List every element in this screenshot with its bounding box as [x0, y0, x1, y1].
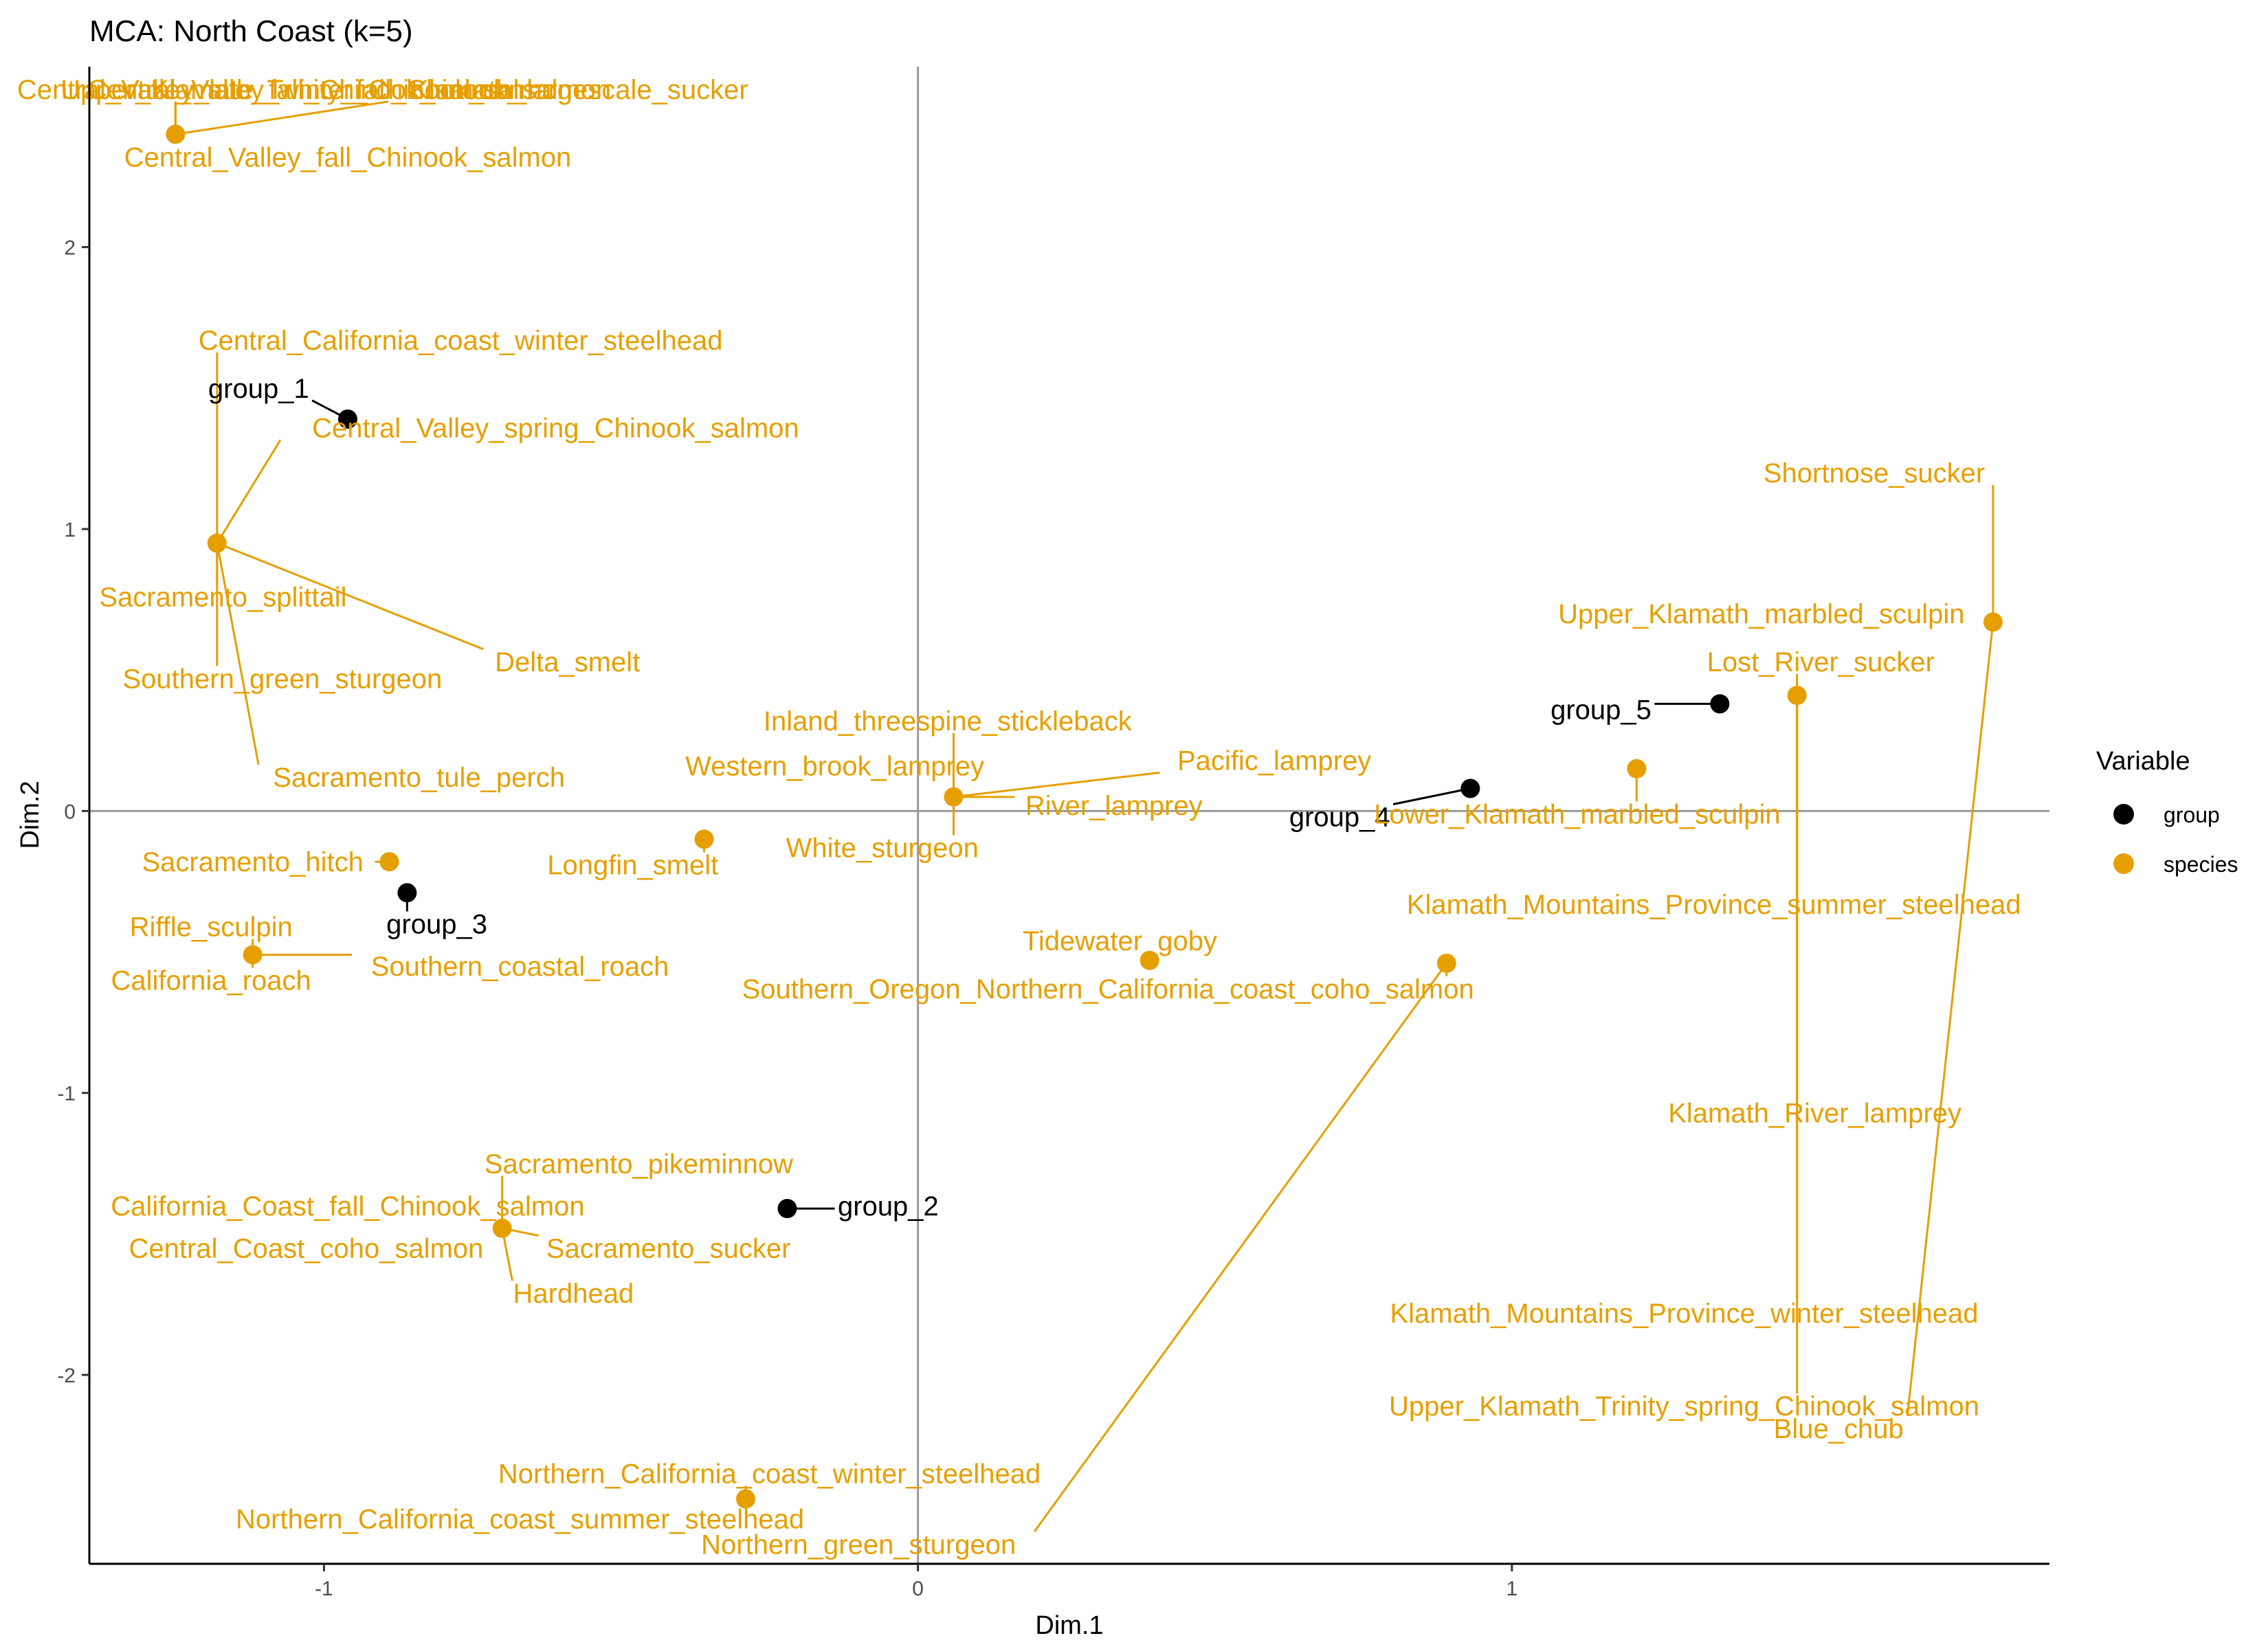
x-tick-label: -1 [315, 1578, 333, 1600]
species-point-label: Western_brook_lamprey [685, 752, 984, 782]
species-point-label: Central_Valley_fall_Chinook_salmon [124, 142, 572, 172]
species-point-label: Central_Valley_late_fall_Chinook_salmon [17, 75, 524, 105]
species-point [243, 945, 263, 965]
legend-label-group: group [2164, 803, 2220, 827]
chart-title: MCA: North Coast (k=5) [89, 14, 413, 48]
species-point-label: Tidewater_goby [1023, 926, 1217, 956]
species-point-label: Upper_Klamath_marbled_sculpin [1558, 599, 1964, 629]
species-point-label: Sacramento_splittail [99, 582, 346, 612]
leader-line [1033, 963, 1448, 1533]
leader-line [216, 543, 260, 765]
species-point [207, 533, 227, 553]
group-point [777, 1198, 797, 1218]
species-point-label: Blue_chub [1774, 1414, 1904, 1444]
species-point [379, 852, 399, 872]
group-point-label: group_5 [1550, 695, 1652, 726]
species-point-label: Klamath_Mountains_Province_winter_steelh… [1390, 1299, 1978, 1329]
species-point-label: Lower_Klamath_marbled_sculpin [1374, 799, 1780, 829]
group-point [337, 409, 357, 429]
legend: Variable group species [2096, 747, 2238, 877]
species-point [1983, 612, 2003, 632]
species-point-label: Klamath_Mountains_Province_summer_steelh… [1407, 890, 2021, 920]
group-point-label: group_2 [838, 1191, 939, 1222]
species-point-label: Lost_River_sucker [1707, 647, 1935, 677]
species-point-label: Southern_green_sturgeon [122, 664, 442, 694]
species-point [492, 1218, 512, 1238]
species-point-label: Hardhead [513, 1279, 634, 1309]
x-axis-ticks: -1 0 1 [315, 1564, 1517, 1600]
species-point-label: Central_California_coast_winter_steelhea… [199, 326, 723, 356]
group-point-label: group_4 [1289, 803, 1390, 833]
species-point [166, 124, 186, 144]
species-point-label: Upper_Klamath_Trinity_fall_Chinook_salmo… [60, 75, 611, 105]
reference-lines [89, 67, 2049, 1564]
leader-line [1906, 622, 1994, 1417]
species-point-label: White_sturgeon [786, 833, 979, 864]
species-point [1627, 759, 1647, 778]
group-point [1460, 778, 1480, 798]
species-point-label: Longfin_smelt [547, 850, 718, 880]
y-tick-label: 1 [64, 519, 76, 541]
axes [88, 67, 2049, 1565]
species-point [1787, 686, 1807, 706]
data-points [166, 124, 2003, 1509]
legend-label-species: species [2164, 852, 2238, 877]
species-point [1139, 950, 1159, 970]
y-axis-label: Dim.2 [16, 781, 45, 849]
species-point-label: Inland_threespine_stickleback [764, 706, 1133, 737]
species-point-label: Klamath_largescale_sucker [410, 75, 748, 105]
legend-key-species [2113, 853, 2134, 874]
y-tick-label: -2 [57, 1365, 76, 1387]
species-point-label: Central_Coast_coho_salmon [129, 1233, 484, 1264]
species-point [694, 829, 714, 849]
species-point-label: Sacramento_hitch [142, 847, 363, 877]
leader-line [175, 100, 389, 135]
legend-key-group [2113, 804, 2134, 824]
y-tick-label: -1 [57, 1083, 76, 1106]
species-point-label: Central_Valley_spring_Chinook_salmon [312, 413, 799, 443]
group-point [1710, 694, 1730, 714]
y-tick-label: 2 [64, 237, 76, 260]
species-point-label: Central_Valley_winter_Chinook_salmon [87, 75, 572, 105]
y-axis-ticks: -2 -1 0 1 2 [57, 237, 89, 1387]
group-point-label: group_1 [208, 374, 309, 404]
species-point-label: Southern_Oregon_Northern_California_coas… [742, 974, 1474, 1005]
species-point-label: Southern_coastal_roach [371, 952, 669, 982]
leader-line [953, 771, 1160, 798]
leader-line [216, 542, 484, 651]
species-point-label: Sacramento_tule_perch [273, 763, 565, 793]
x-tick-label: 1 [1507, 1578, 1518, 1600]
species-point-label: Sacramento_sucker [546, 1233, 791, 1264]
species-point-label: Sacramento_pikeminnow [485, 1149, 793, 1179]
species-point-label: River_lamprey [1025, 791, 1203, 821]
species-point-label: Pacific_lamprey [1177, 745, 1371, 776]
species-point-label: California_Coast_fall_Chinook_salmon [111, 1191, 584, 1222]
point-labels: group_1 group_2 group_3 group_4 group_5 Centr… [17, 75, 2021, 1560]
species-point-label: Northern_green_sturgeon [701, 1529, 1016, 1560]
species-point-label: Northern_California_coast_winter_steelhe… [498, 1459, 1041, 1490]
legend-title: Variable [2096, 747, 2190, 776]
y-tick-label: 0 [64, 800, 76, 823]
species-point-label: Klamath_River_lamprey [1668, 1098, 1961, 1128]
group-point [397, 883, 417, 903]
species-point-label: Shortnose_sucker [1764, 458, 1985, 489]
species-point [944, 787, 964, 807]
leader-line [216, 439, 282, 544]
species-point-label: Upper_Klamath_Trinity_spring_Chinook_sal… [1389, 1391, 1979, 1422]
x-tick-label: 0 [912, 1578, 924, 1600]
species-point-label: Delta_smelt [495, 647, 640, 677]
species-point [735, 1489, 755, 1509]
species-point [1436, 953, 1456, 973]
x-axis-label: Dim.1 [1035, 1611, 1103, 1640]
leader-line [1392, 787, 1471, 806]
species-point-label: Riffle_sculpin [130, 912, 293, 943]
species-point-label: Northern_California_coast_summer_steelhe… [236, 1504, 804, 1534]
group-point-label: group_3 [386, 909, 487, 939]
species-point-label: California_roach [111, 966, 311, 996]
